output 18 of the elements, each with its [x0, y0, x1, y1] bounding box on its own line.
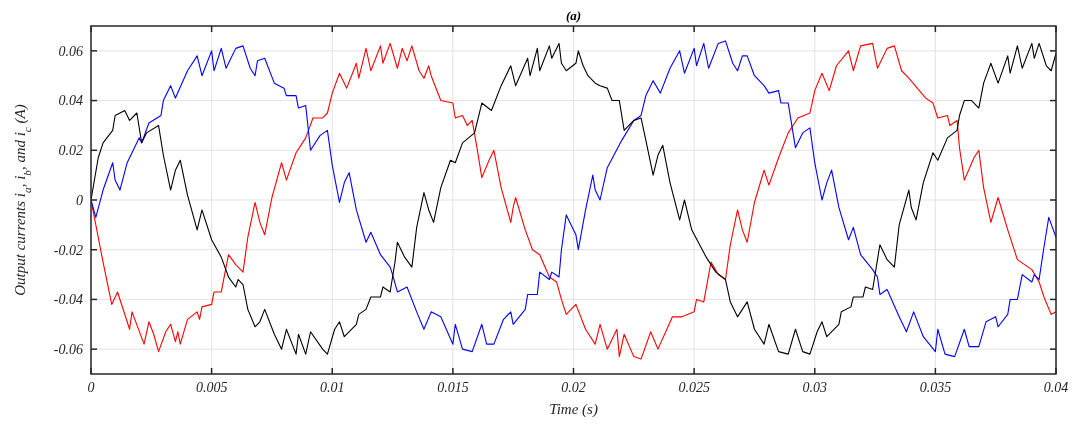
x-tick-label: 0	[87, 380, 95, 395]
y-tick-label: -0.06	[53, 342, 83, 358]
x-tick-label: 0.03	[802, 380, 827, 395]
x-tick-label: 0.02	[561, 380, 586, 395]
x-tick-label: 0.01	[320, 380, 345, 395]
y-tick-label: -0.02	[53, 242, 83, 258]
x-axis-title: Time (s)	[549, 401, 598, 418]
x-tick-label: 0.04	[1043, 380, 1069, 395]
x-tick-label: 0.005	[195, 380, 228, 395]
y-tick-label: 0.02	[58, 143, 83, 159]
x-tick-label: 0.025	[678, 380, 710, 395]
x-tick-label: 0.035	[919, 380, 952, 395]
y-tick-label: 0.06	[58, 43, 83, 59]
y-tick-label: -0.04	[53, 292, 83, 308]
y-tick-label: 0.04	[58, 93, 83, 109]
y-tick-label: 0	[76, 192, 83, 208]
chart-title: (a)	[565, 8, 582, 23]
x-tick-label: 0.015	[437, 380, 469, 395]
